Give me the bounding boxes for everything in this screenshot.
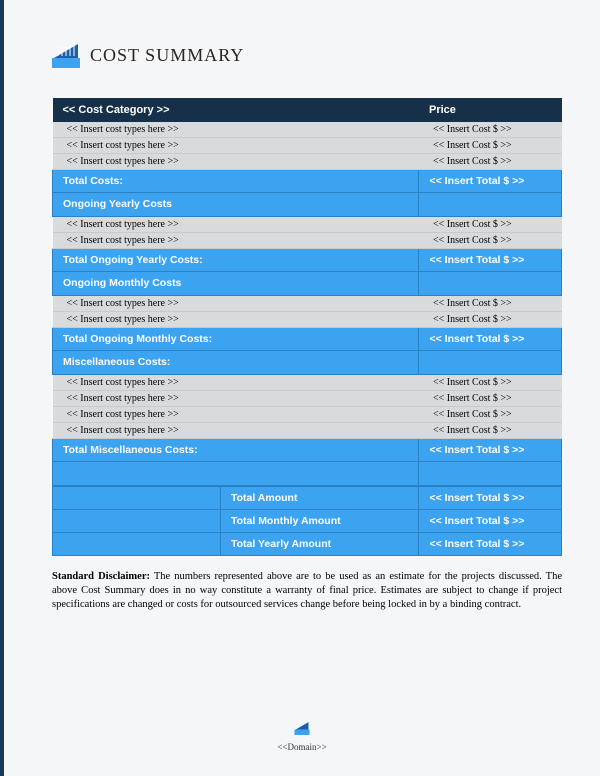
- section-total-row: Total Costs:<< Insert Total $ >>: [53, 170, 562, 193]
- disclaimer: Standard Disclaimer: The numbers represe…: [52, 570, 562, 613]
- table-row: << Insert cost types here >><< Insert Co…: [53, 407, 562, 423]
- section-heading-row: Ongoing Yearly Costs: [53, 193, 562, 217]
- total-value: << Insert Total $ >>: [419, 510, 562, 533]
- total-row: Total Monthly Amount << Insert Total $ >…: [53, 510, 562, 533]
- table-row: << Insert cost types here >><< Insert Co…: [53, 122, 562, 138]
- header-price: Price: [419, 98, 562, 122]
- table-row: << Insert cost types here >><< Insert Co…: [53, 217, 562, 233]
- total-label: Total Yearly Amount: [220, 533, 419, 556]
- total-label: Total Amount: [220, 487, 419, 510]
- disclaimer-label: Standard Disclaimer:: [52, 571, 150, 582]
- total-row: Total Yearly Amount << Insert Total $ >>: [53, 533, 562, 556]
- cost-table: << Cost Category >> Price << Insert cost…: [52, 98, 562, 486]
- page-footer: <<Domain>>: [4, 721, 600, 752]
- section-total-row: Total Ongoing Yearly Costs:<< Insert Tot…: [53, 249, 562, 272]
- table-row: << Insert cost types here >><< Insert Co…: [53, 312, 562, 328]
- section-heading-row: Miscellaneous Costs:: [53, 351, 562, 375]
- header-category: << Cost Category >>: [53, 98, 419, 122]
- table-header-row: << Cost Category >> Price: [53, 98, 562, 122]
- table-row: << Insert cost types here >><< Insert Co…: [53, 154, 562, 170]
- table-row: << Insert cost types here >><< Insert Co…: [53, 233, 562, 249]
- table-row: << Insert cost types here >><< Insert Co…: [53, 375, 562, 391]
- logo-icon: [52, 42, 80, 68]
- page-title: COST SUMMARY: [90, 45, 244, 66]
- spacer-row: [53, 462, 562, 486]
- document-page: COST SUMMARY << Cost Category >> Price <…: [4, 0, 600, 633]
- table-row: << Insert cost types here >><< Insert Co…: [53, 391, 562, 407]
- table-row: << Insert cost types here >><< Insert Co…: [53, 296, 562, 312]
- total-label: Total Monthly Amount: [220, 510, 419, 533]
- total-value: << Insert Total $ >>: [419, 533, 562, 556]
- section-heading-row: Ongoing Monthly Costs: [53, 272, 562, 296]
- section-total-row: Total Ongoing Monthly Costs:<< Insert To…: [53, 328, 562, 351]
- page-header: COST SUMMARY: [52, 42, 562, 68]
- footer-logo-icon: [294, 721, 310, 735]
- footer-domain: <<Domain>>: [4, 742, 600, 752]
- table-row: << Insert cost types here >><< Insert Co…: [53, 138, 562, 154]
- totals-table: Total Amount << Insert Total $ >> Total …: [52, 486, 562, 556]
- table-row: << Insert cost types here >><< Insert Co…: [53, 423, 562, 439]
- section-total-row: Total Miscellaneous Costs:<< Insert Tota…: [53, 439, 562, 462]
- total-row: Total Amount << Insert Total $ >>: [53, 487, 562, 510]
- total-value: << Insert Total $ >>: [419, 487, 562, 510]
